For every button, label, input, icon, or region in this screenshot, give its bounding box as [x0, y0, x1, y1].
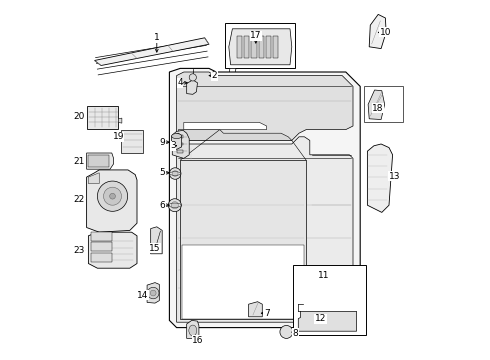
Polygon shape: [369, 14, 386, 49]
Text: 19: 19: [113, 132, 124, 141]
Circle shape: [171, 202, 178, 209]
Polygon shape: [95, 38, 209, 66]
Text: 23: 23: [73, 246, 84, 255]
Bar: [364, 86, 403, 122]
Polygon shape: [298, 311, 357, 331]
Polygon shape: [151, 227, 162, 254]
Polygon shape: [182, 245, 304, 319]
Polygon shape: [118, 118, 122, 123]
Bar: [176, 143, 183, 145]
Polygon shape: [88, 173, 99, 184]
Text: 10: 10: [380, 28, 391, 37]
Bar: [88, 155, 109, 167]
Polygon shape: [170, 68, 360, 328]
Bar: [225, 23, 295, 68]
Polygon shape: [88, 232, 137, 268]
Circle shape: [189, 74, 196, 81]
Polygon shape: [229, 29, 292, 65]
Circle shape: [103, 187, 122, 205]
Text: 9: 9: [159, 138, 165, 147]
Polygon shape: [87, 170, 137, 232]
Bar: [293, 265, 367, 335]
Ellipse shape: [189, 325, 197, 336]
Polygon shape: [87, 106, 118, 129]
Circle shape: [172, 171, 178, 176]
Polygon shape: [87, 153, 114, 169]
Bar: [237, 36, 242, 58]
Circle shape: [147, 287, 159, 299]
Text: 20: 20: [73, 112, 84, 121]
Polygon shape: [172, 130, 189, 158]
Text: 14: 14: [137, 291, 148, 300]
Bar: [266, 36, 271, 58]
Polygon shape: [176, 137, 353, 322]
Polygon shape: [176, 72, 353, 140]
Polygon shape: [229, 68, 236, 77]
Bar: [91, 253, 112, 262]
Text: 6: 6: [159, 201, 165, 210]
Polygon shape: [368, 144, 392, 212]
Bar: [91, 232, 112, 241]
Bar: [176, 150, 183, 153]
Polygon shape: [184, 122, 267, 130]
Bar: [176, 135, 183, 138]
Polygon shape: [248, 302, 262, 317]
Circle shape: [110, 193, 116, 199]
Circle shape: [150, 290, 156, 296]
Polygon shape: [178, 130, 292, 144]
Circle shape: [170, 168, 181, 179]
Text: 3: 3: [170, 141, 176, 150]
Bar: [259, 36, 264, 58]
Bar: [251, 36, 257, 58]
Polygon shape: [368, 90, 385, 120]
Text: 4: 4: [177, 78, 183, 87]
Circle shape: [98, 181, 127, 211]
Text: 8: 8: [293, 328, 298, 338]
Bar: [273, 36, 278, 58]
Text: 22: 22: [73, 195, 84, 204]
Text: 17: 17: [250, 31, 262, 40]
Circle shape: [169, 199, 181, 212]
Text: 2: 2: [212, 71, 217, 80]
Polygon shape: [180, 160, 306, 319]
Text: 21: 21: [73, 157, 84, 166]
Text: 12: 12: [315, 314, 326, 323]
Ellipse shape: [172, 134, 182, 139]
Text: 5: 5: [159, 168, 165, 177]
Text: 16: 16: [193, 336, 204, 345]
Bar: [91, 242, 112, 251]
Polygon shape: [121, 130, 144, 153]
Text: 15: 15: [149, 244, 161, 253]
Circle shape: [280, 325, 293, 338]
Text: 18: 18: [372, 104, 384, 112]
Polygon shape: [187, 80, 197, 94]
Polygon shape: [147, 283, 159, 303]
Bar: [245, 36, 249, 58]
Text: 7: 7: [264, 309, 270, 318]
Polygon shape: [187, 320, 199, 338]
Text: 13: 13: [389, 172, 400, 181]
Text: 1: 1: [154, 33, 160, 42]
Text: 11: 11: [318, 271, 330, 280]
Polygon shape: [172, 133, 182, 149]
